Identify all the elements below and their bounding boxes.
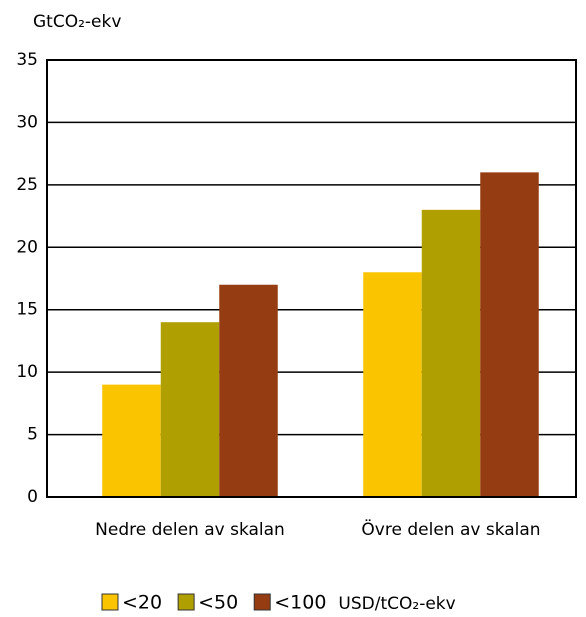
legend-title: USD/tCO₂-ekv bbox=[338, 594, 455, 614]
legend: <20 <50 <100 USD/tCO₂-ekv bbox=[101, 592, 456, 614]
y-tick-label: 20 bbox=[16, 237, 38, 257]
bar bbox=[363, 272, 422, 497]
y-tick-label: 35 bbox=[16, 50, 38, 70]
legend-label: <50 bbox=[198, 592, 238, 614]
bar bbox=[102, 384, 161, 497]
bar bbox=[480, 172, 539, 497]
legend-label: <100 bbox=[274, 592, 326, 614]
legend-swatch bbox=[253, 593, 271, 611]
legend-swatch bbox=[101, 593, 119, 611]
plot-frame bbox=[46, 59, 577, 498]
y-tick-label: 30 bbox=[16, 112, 38, 132]
bar bbox=[421, 209, 481, 498]
y-tick-label: 15 bbox=[16, 300, 38, 320]
y-tick-label: 5 bbox=[27, 425, 38, 445]
legend-swatch bbox=[177, 593, 195, 611]
legend-label: <20 bbox=[122, 592, 162, 614]
y-tick-label: 10 bbox=[16, 362, 38, 382]
bar bbox=[160, 322, 220, 497]
y-axis-label: GtCO₂-ekv bbox=[33, 12, 121, 32]
bar bbox=[219, 284, 278, 497]
x-tick-label: Nedre delen av skalan bbox=[95, 520, 285, 540]
y-tick-label: 25 bbox=[16, 175, 38, 195]
x-tick-label: Övre delen av skalan bbox=[361, 518, 540, 540]
y-tick-label: 0 bbox=[27, 487, 38, 507]
